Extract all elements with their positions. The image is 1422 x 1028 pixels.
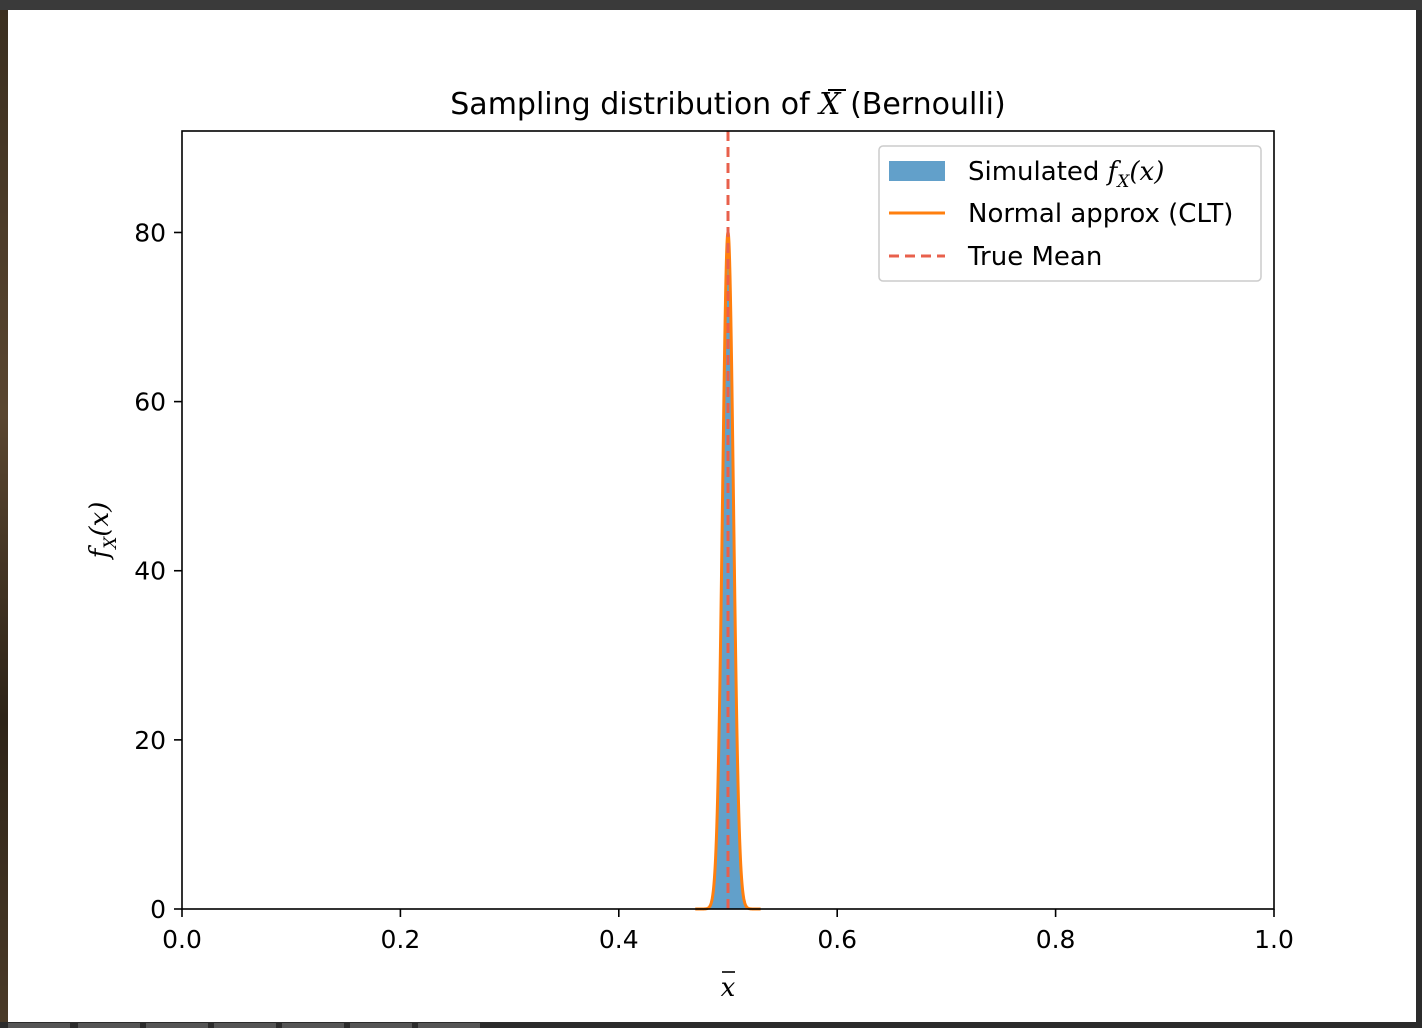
figure-canvas: Sampling distribution of X (Bernoulli) 0…	[8, 10, 1416, 1022]
window-bottom-bar	[0, 1022, 1422, 1028]
window-top-bar	[0, 0, 1422, 10]
y-tick-label: 80	[134, 218, 166, 247]
legend: Simulated fX(x) Normal approx (CLT) True…	[878, 145, 1262, 282]
y-tick-label: 40	[134, 557, 166, 586]
y-axis-label: fX(x)	[85, 502, 121, 561]
taskbar-tab[interactable]	[146, 1023, 208, 1028]
svg-text:fX(x): fX(x)	[85, 502, 121, 561]
x-tick-label: 0.4	[599, 925, 639, 954]
taskbar-tab[interactable]	[8, 1023, 70, 1028]
title-xbar-symbol: X	[817, 87, 842, 122]
chart-title: Sampling distribution of X (Bernoulli)	[450, 87, 1005, 122]
sampling-distribution-chart: Sampling distribution of X (Bernoulli) 0…	[85, 87, 1294, 1003]
x-axis-label: x	[721, 973, 736, 1003]
x-tick-label: 1.0	[1254, 925, 1294, 954]
x-tick-label: 0.2	[381, 925, 421, 954]
axes	[181, 130, 1275, 910]
plot-frame	[181, 130, 1275, 910]
taskbar-tab[interactable]	[350, 1023, 412, 1028]
y-tick-label: 60	[134, 388, 166, 417]
taskbar-tab[interactable]	[418, 1023, 480, 1028]
y-tick-label: 0	[150, 895, 166, 924]
window-left-edge	[0, 10, 8, 1022]
x-tick-label: 0.0	[162, 925, 202, 954]
legend-label-true-mean: True Mean	[967, 242, 1102, 272]
legend-label-normal: Normal approx (CLT)	[968, 199, 1233, 229]
legend-label-simulated: Simulated fX(x)	[968, 157, 1164, 192]
taskbar-tab[interactable]	[214, 1023, 276, 1028]
legend-frame	[878, 145, 1262, 282]
taskbar-tab[interactable]	[282, 1023, 344, 1028]
x-tick-label: 0.6	[817, 925, 857, 954]
x-axis-ticks: 0.0 0.2 0.4 0.6 0.8 1.0	[162, 909, 1294, 954]
y-axis-ticks: 0 20 40 60 80	[134, 218, 182, 924]
y-tick-label: 20	[134, 726, 166, 755]
legend-swatch-simulated	[889, 161, 945, 181]
x-tick-label: 0.8	[1036, 925, 1076, 954]
taskbar-tab[interactable]	[78, 1023, 140, 1028]
